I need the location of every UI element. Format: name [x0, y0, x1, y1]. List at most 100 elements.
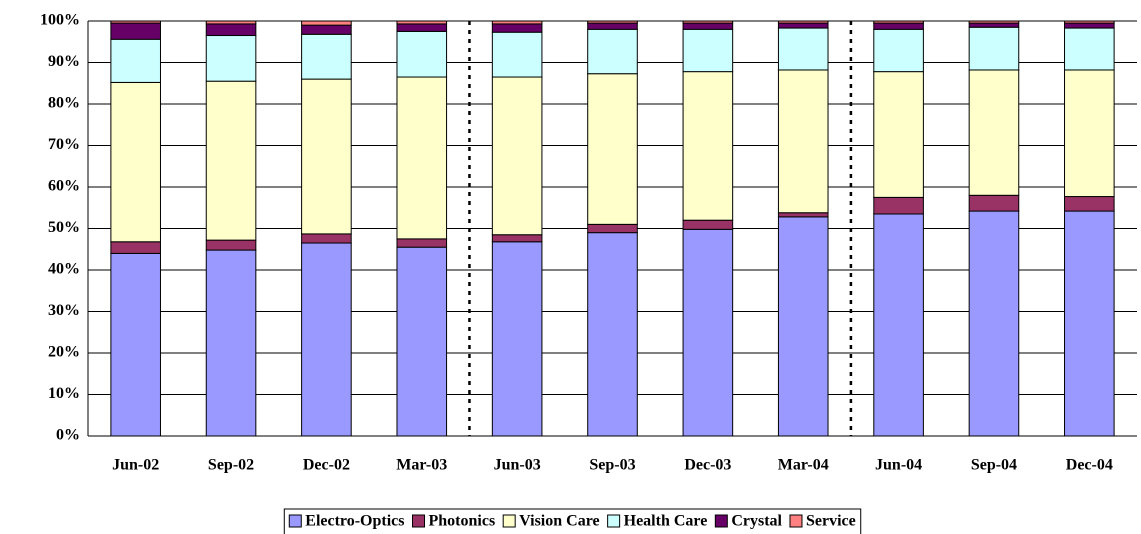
- x-tick-label: Mar-03: [396, 457, 447, 474]
- bar-segment: [491, 241, 543, 437]
- bar-segment: [205, 20, 257, 25]
- legend-label: Service: [806, 513, 856, 530]
- x-tick-label: Dec-04: [1066, 457, 1113, 474]
- y-tick-label: 80%: [48, 95, 80, 112]
- y-tick-label: 100%: [40, 12, 80, 29]
- bar-segment: [301, 33, 352, 80]
- bar-segment: [777, 22, 829, 29]
- bar-segment: [873, 20, 924, 24]
- bar-segment: [587, 232, 638, 437]
- bar-segment: [1064, 69, 1115, 198]
- bar-segment: [587, 22, 638, 30]
- bar-segment: [396, 246, 448, 437]
- bar-segment: [301, 233, 352, 244]
- bar-segment: [301, 20, 352, 26]
- bar-segment: [682, 20, 734, 24]
- bar-segment: [396, 30, 448, 78]
- legend-label: Health Care: [624, 513, 708, 530]
- bar-segment: [205, 23, 257, 37]
- bar-segment: [205, 35, 257, 82]
- y-tick-label: 0%: [56, 427, 80, 444]
- bar-segment: [110, 81, 161, 243]
- bar-segment: [682, 22, 734, 30]
- bar-segment: [587, 73, 638, 225]
- x-tick-label: Mar-04: [778, 457, 829, 474]
- x-tick-label: Jun-04: [875, 457, 922, 474]
- bar-segment: [110, 241, 161, 254]
- bar-segment: [205, 249, 257, 437]
- x-tick-label: Jun-03: [494, 457, 541, 474]
- bar-segment: [873, 28, 924, 73]
- legend-label: Electro-Optics: [305, 513, 404, 530]
- bar-segment: [777, 27, 829, 71]
- y-tick-label: 40%: [48, 261, 80, 278]
- bar-segment: [301, 24, 352, 35]
- legend-swatch: [714, 514, 728, 528]
- y-tick-label: 90%: [48, 53, 80, 70]
- y-tick-label: 60%: [48, 178, 80, 195]
- legend-label: Crystal: [731, 513, 782, 530]
- bar-segment: [968, 22, 1020, 28]
- y-tick-label: 20%: [48, 344, 80, 361]
- x-tick-label: Jun-02: [112, 457, 159, 474]
- bar-segment: [968, 20, 1020, 24]
- bar-segment: [301, 78, 352, 235]
- bar-segment: [587, 28, 638, 75]
- x-tick-label: Sep-03: [589, 457, 635, 474]
- bar-segment: [301, 242, 352, 437]
- legend-swatch: [502, 514, 516, 528]
- bar-segment: [110, 20, 161, 24]
- bar-segment: [110, 252, 161, 437]
- y-tick-label: 30%: [48, 302, 80, 319]
- x-tick-label: Sep-04: [971, 457, 1017, 474]
- bar-segment: [587, 223, 638, 234]
- legend-box: [283, 508, 862, 534]
- bar-segment: [682, 28, 734, 73]
- bar-segment: [873, 22, 924, 30]
- bar-segment: [587, 20, 638, 24]
- bar-segment: [1064, 210, 1115, 437]
- legend-swatch: [288, 514, 302, 528]
- bar-segment: [968, 69, 1020, 196]
- bar-segment: [491, 234, 543, 243]
- bar-segment: [1064, 27, 1115, 71]
- bar-segment: [396, 20, 448, 25]
- y-tick-label: 70%: [48, 136, 80, 153]
- legend-label: Photonics: [429, 513, 496, 530]
- bar-segment: [873, 196, 924, 215]
- bar-segment: [682, 228, 734, 437]
- bar-segment: [491, 31, 543, 78]
- y-tick-label: 50%: [48, 219, 80, 236]
- bar-segment: [1064, 22, 1115, 29]
- bar-segment: [682, 219, 734, 230]
- x-tick-label: Dec-03: [684, 457, 731, 474]
- bar-segment: [110, 22, 161, 40]
- bar-segment: [968, 26, 1020, 71]
- bar-segment: [968, 194, 1020, 212]
- bar-segment: [1064, 196, 1115, 212]
- bar-segment: [491, 23, 543, 33]
- bar-segment: [968, 210, 1020, 437]
- bar-segment: [873, 71, 924, 198]
- bar-segment: [396, 23, 448, 32]
- bar-segment: [110, 38, 161, 83]
- legend-swatch: [607, 514, 621, 528]
- bar-segment: [873, 213, 924, 437]
- bar-segment: [1064, 20, 1115, 24]
- bar-segment: [682, 71, 734, 221]
- bar-segment: [396, 238, 448, 248]
- bar-segment: [205, 80, 257, 241]
- bar-segment: [777, 212, 829, 218]
- bar-segment: [491, 76, 543, 236]
- legend-label: Vision Care: [519, 513, 599, 530]
- legend-swatch: [789, 514, 803, 528]
- bar-segment: [777, 216, 829, 437]
- x-tick-label: Dec-02: [303, 457, 350, 474]
- bar-segment: [205, 239, 257, 251]
- y-tick-label: 10%: [48, 385, 80, 402]
- bar-segment: [491, 20, 543, 25]
- bar-segment: [777, 69, 829, 214]
- bar-segment: [777, 20, 829, 24]
- x-tick-label: Sep-02: [208, 457, 254, 474]
